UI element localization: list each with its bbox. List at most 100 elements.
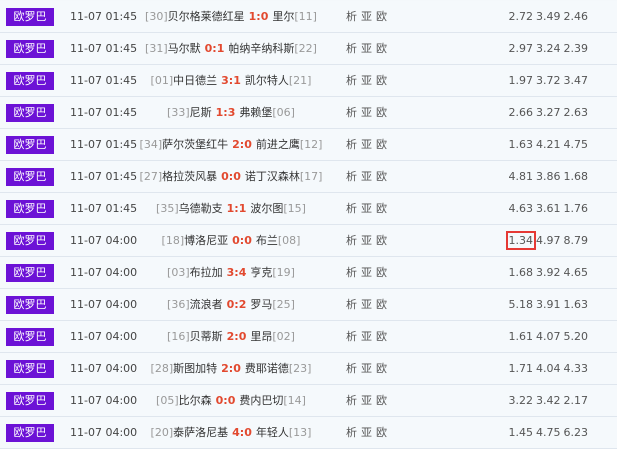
home-team[interactable]: 乌德勒支 (178, 202, 223, 215)
odds-away: 6.23 (563, 426, 589, 439)
euro-odds-link[interactable]: 欧 (376, 394, 388, 407)
home-team[interactable]: 博洛尼亚 (184, 234, 229, 247)
asian-odds-link[interactable]: 亚 (361, 362, 373, 375)
away-team[interactable]: 里昂 (250, 330, 273, 343)
data-links: 析亚欧 (346, 33, 391, 64)
away-team[interactable]: 罗马 (250, 298, 273, 311)
analysis-link[interactable]: 析 (346, 74, 358, 87)
home-team[interactable]: 流浪者 (189, 298, 223, 311)
away-team[interactable]: 费内巴切 (239, 394, 284, 407)
away-team[interactable]: 亨克 (250, 266, 273, 279)
euro-odds-link[interactable]: 欧 (376, 298, 388, 311)
odds-home: 1.45 (508, 426, 534, 439)
score: 3:4 (226, 266, 247, 279)
analysis-link[interactable]: 析 (346, 10, 358, 23)
odds: 2.66 3.27 2.63 (506, 97, 589, 128)
league-badge[interactable]: 欧罗巴 (6, 360, 54, 378)
data-links: 析亚欧 (346, 257, 391, 288)
home-rank: [36] (167, 298, 190, 311)
away-team[interactable]: 布兰 (255, 234, 278, 247)
analysis-link[interactable]: 析 (346, 42, 358, 55)
analysis-link[interactable]: 析 (346, 362, 358, 375)
home-team[interactable]: 比尔森 (178, 394, 212, 407)
analysis-link[interactable]: 析 (346, 266, 358, 279)
away-team[interactable]: 帕纳辛纳科斯 (228, 42, 295, 55)
odds-away: 2.46 (563, 10, 589, 23)
league-badge[interactable]: 欧罗巴 (6, 72, 54, 90)
home-team[interactable]: 马尔默 (167, 42, 201, 55)
euro-odds-link[interactable]: 欧 (376, 106, 388, 119)
home-team[interactable]: 布拉加 (189, 266, 223, 279)
home-team[interactable]: 格拉茨风暴 (162, 170, 218, 183)
away-team[interactable]: 年轻人 (255, 426, 289, 439)
asian-odds-link[interactable]: 亚 (361, 202, 373, 215)
asian-odds-link[interactable]: 亚 (361, 138, 373, 151)
euro-odds-link[interactable]: 欧 (376, 170, 388, 183)
analysis-link[interactable]: 析 (346, 298, 358, 311)
euro-odds-link[interactable]: 欧 (376, 138, 388, 151)
away-team[interactable]: 费耶诺德 (244, 362, 289, 375)
analysis-link[interactable]: 析 (346, 202, 358, 215)
home-team[interactable]: 中日德兰 (173, 74, 218, 87)
asian-odds-link[interactable]: 亚 (361, 234, 373, 247)
home-team[interactable]: 尼斯 (189, 106, 212, 119)
away-team[interactable]: 弗赖堡 (239, 106, 273, 119)
asian-odds-link[interactable]: 亚 (361, 298, 373, 311)
euro-odds-link[interactable]: 欧 (376, 266, 388, 279)
home-team[interactable]: 萨尔茨堡红牛 (162, 138, 229, 151)
euro-odds-link[interactable]: 欧 (376, 10, 388, 23)
match-time: 11-07 01:45 (70, 202, 138, 215)
odds-home: 1.61 (508, 330, 534, 343)
analysis-link[interactable]: 析 (346, 330, 358, 343)
asian-odds-link[interactable]: 亚 (361, 74, 373, 87)
asian-odds-link[interactable]: 亚 (361, 106, 373, 119)
asian-odds-link[interactable]: 亚 (361, 330, 373, 343)
away-team[interactable]: 前进之鹰 (255, 138, 300, 151)
home-team[interactable]: 斯图加特 (173, 362, 218, 375)
league-badge[interactable]: 欧罗巴 (6, 168, 54, 186)
euro-odds-link[interactable]: 欧 (376, 234, 388, 247)
analysis-link[interactable]: 析 (346, 138, 358, 151)
data-links: 析亚欧 (346, 385, 391, 416)
analysis-link[interactable]: 析 (346, 426, 358, 439)
asian-odds-link[interactable]: 亚 (361, 426, 373, 439)
asian-odds-link[interactable]: 亚 (361, 394, 373, 407)
league-badge[interactable]: 欧罗巴 (6, 328, 54, 346)
asian-odds-link[interactable]: 亚 (361, 42, 373, 55)
asian-odds-link[interactable]: 亚 (361, 266, 373, 279)
home-team[interactable]: 贝尔格莱德红星 (167, 10, 245, 23)
away-team[interactable]: 诺丁汉森林 (244, 170, 300, 183)
league-badge[interactable]: 欧罗巴 (6, 232, 54, 250)
euro-odds-link[interactable]: 欧 (376, 42, 388, 55)
league-badge[interactable]: 欧罗巴 (6, 296, 54, 314)
score: 0:2 (226, 298, 247, 311)
league-badge[interactable]: 欧罗巴 (6, 424, 54, 442)
home-team[interactable]: 泰萨洛尼基 (173, 426, 229, 439)
league-badge[interactable]: 欧罗巴 (6, 104, 54, 122)
odds-away: 2.17 (563, 394, 589, 407)
league-badge[interactable]: 欧罗巴 (6, 264, 54, 282)
home-team[interactable]: 贝蒂斯 (189, 330, 223, 343)
away-team[interactable]: 凯尔特人 (244, 74, 289, 87)
euro-odds-link[interactable]: 欧 (376, 362, 388, 375)
euro-odds-link[interactable]: 欧 (376, 330, 388, 343)
league-badge[interactable]: 欧罗巴 (6, 8, 54, 26)
analysis-link[interactable]: 析 (346, 170, 358, 183)
away-team[interactable]: 里尔 (272, 10, 295, 23)
analysis-link[interactable]: 析 (346, 106, 358, 119)
league-badge[interactable]: 欧罗巴 (6, 40, 54, 58)
analysis-link[interactable]: 析 (346, 234, 358, 247)
asian-odds-link[interactable]: 亚 (361, 170, 373, 183)
odds-away: 4.75 (563, 138, 589, 151)
league-badge[interactable]: 欧罗巴 (6, 392, 54, 410)
league-badge[interactable]: 欧罗巴 (6, 200, 54, 218)
euro-odds-link[interactable]: 欧 (376, 202, 388, 215)
away-team[interactable]: 波尔图 (250, 202, 284, 215)
data-links: 析亚欧 (346, 65, 391, 96)
odds: 1.63 4.21 4.75 (506, 129, 589, 160)
analysis-link[interactable]: 析 (346, 394, 358, 407)
euro-odds-link[interactable]: 欧 (376, 426, 388, 439)
league-badge[interactable]: 欧罗巴 (6, 136, 54, 154)
asian-odds-link[interactable]: 亚 (361, 10, 373, 23)
euro-odds-link[interactable]: 欧 (376, 74, 388, 87)
